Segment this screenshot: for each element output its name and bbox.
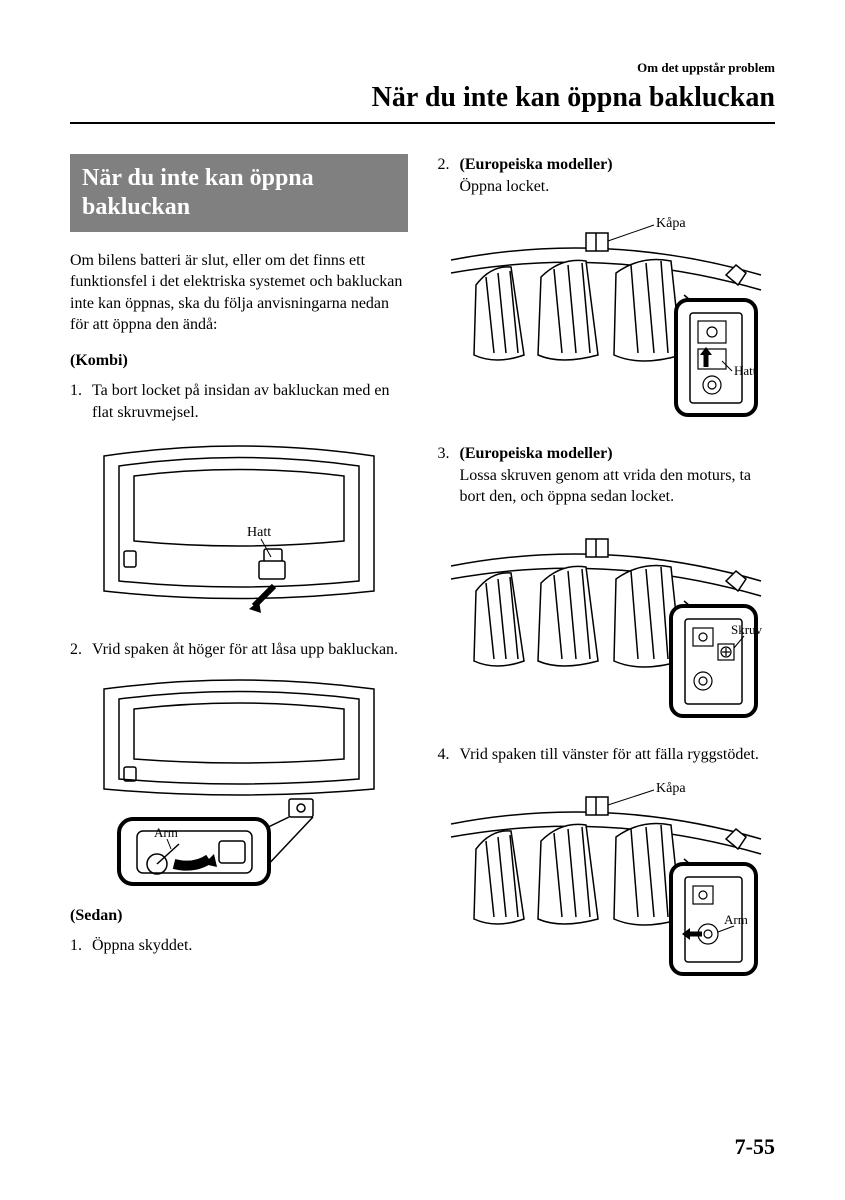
kombi-step-1: 1. Ta bort locket på insidan av baklucka…: [70, 380, 408, 423]
section-heading-box: När du inte kan öppna bakluckan: [70, 154, 408, 232]
kombi-steps-2: 2. Vrid spaken åt höger för att låsa upp…: [70, 639, 408, 661]
sedan-step-3-item: 3. (Europeiska modeller) Lossa skruven g…: [438, 443, 776, 508]
sedan-steps: 1. Öppna skyddet.: [70, 935, 408, 957]
diagram-kombi-2: Arm: [70, 669, 408, 889]
page-number: 7-55: [735, 1134, 775, 1160]
sedan-step-4: 4. Vrid spaken till vänster för att fäll…: [438, 744, 776, 766]
label-arm: Arm: [154, 825, 178, 840]
left-column: När du inte kan öppna bakluckan Om bilen…: [70, 154, 408, 1002]
page-title: När du inte kan öppna bakluckan: [70, 82, 775, 124]
step-number: 4.: [438, 744, 450, 766]
sedan-step-4-item: 4. Vrid spaken till vänster för att fäll…: [438, 744, 776, 766]
step-text: Öppna locket.: [460, 178, 550, 195]
diagram-sedan-2: Skruv: [438, 516, 776, 726]
header-region: Om det uppstår problem: [70, 60, 775, 76]
diagram-sedan-3: Kåpa Arm: [438, 774, 776, 984]
right-column: 2. (Europeiska modeller) Öppna locket.: [438, 154, 776, 1002]
step-text: Vrid spaken till vänster för att fälla r…: [460, 746, 759, 763]
breadcrumb: Om det uppstår problem: [70, 60, 775, 76]
step-bold: (Europeiska modeller): [460, 445, 613, 462]
label-kapa-2: Kåpa: [656, 781, 686, 796]
label-hatt-2: Hatt: [734, 363, 757, 378]
subhead-sedan: (Sedan): [70, 907, 408, 925]
label-arm-2: Arm: [724, 912, 748, 927]
diagram-kombi-1: Hatt: [70, 431, 408, 621]
intro-paragraph: Om bilens batteri är slut, eller om det …: [70, 250, 408, 336]
step-bold: (Europeiska modeller): [460, 156, 613, 173]
sedan-step-2-item: 2. (Europeiska modeller) Öppna locket.: [438, 154, 776, 197]
step-number: 1.: [70, 380, 82, 402]
diagram-sedan-1: Kåpa: [438, 205, 776, 425]
label-kapa: Kåpa: [656, 216, 686, 231]
sedan-step-3: 3. (Europeiska modeller) Lossa skruven g…: [438, 443, 776, 508]
sedan-step-2: 2. (Europeiska modeller) Öppna locket.: [438, 154, 776, 197]
step-text: Ta bort locket på insidan av bakluckan m…: [92, 382, 389, 421]
kombi-step-2: 2. Vrid spaken åt höger för att låsa upp…: [70, 639, 408, 661]
step-number: 2.: [70, 639, 82, 661]
two-column-layout: När du inte kan öppna bakluckan Om bilen…: [70, 154, 775, 1002]
step-number: 1.: [70, 935, 82, 957]
step-text: Öppna skyddet.: [92, 937, 192, 954]
step-text: Lossa skruven genom att vrida den moturs…: [460, 467, 752, 506]
label-hatt: Hatt: [247, 525, 271, 540]
step-number: 2.: [438, 154, 450, 176]
step-number: 3.: [438, 443, 450, 465]
label-skruv: Skruv: [731, 622, 763, 637]
sedan-step-1: 1. Öppna skyddet.: [70, 935, 408, 957]
step-text: Vrid spaken åt höger för att låsa upp ba…: [92, 641, 398, 658]
subhead-kombi: (Kombi): [70, 352, 408, 370]
kombi-steps: 1. Ta bort locket på insidan av baklucka…: [70, 380, 408, 423]
